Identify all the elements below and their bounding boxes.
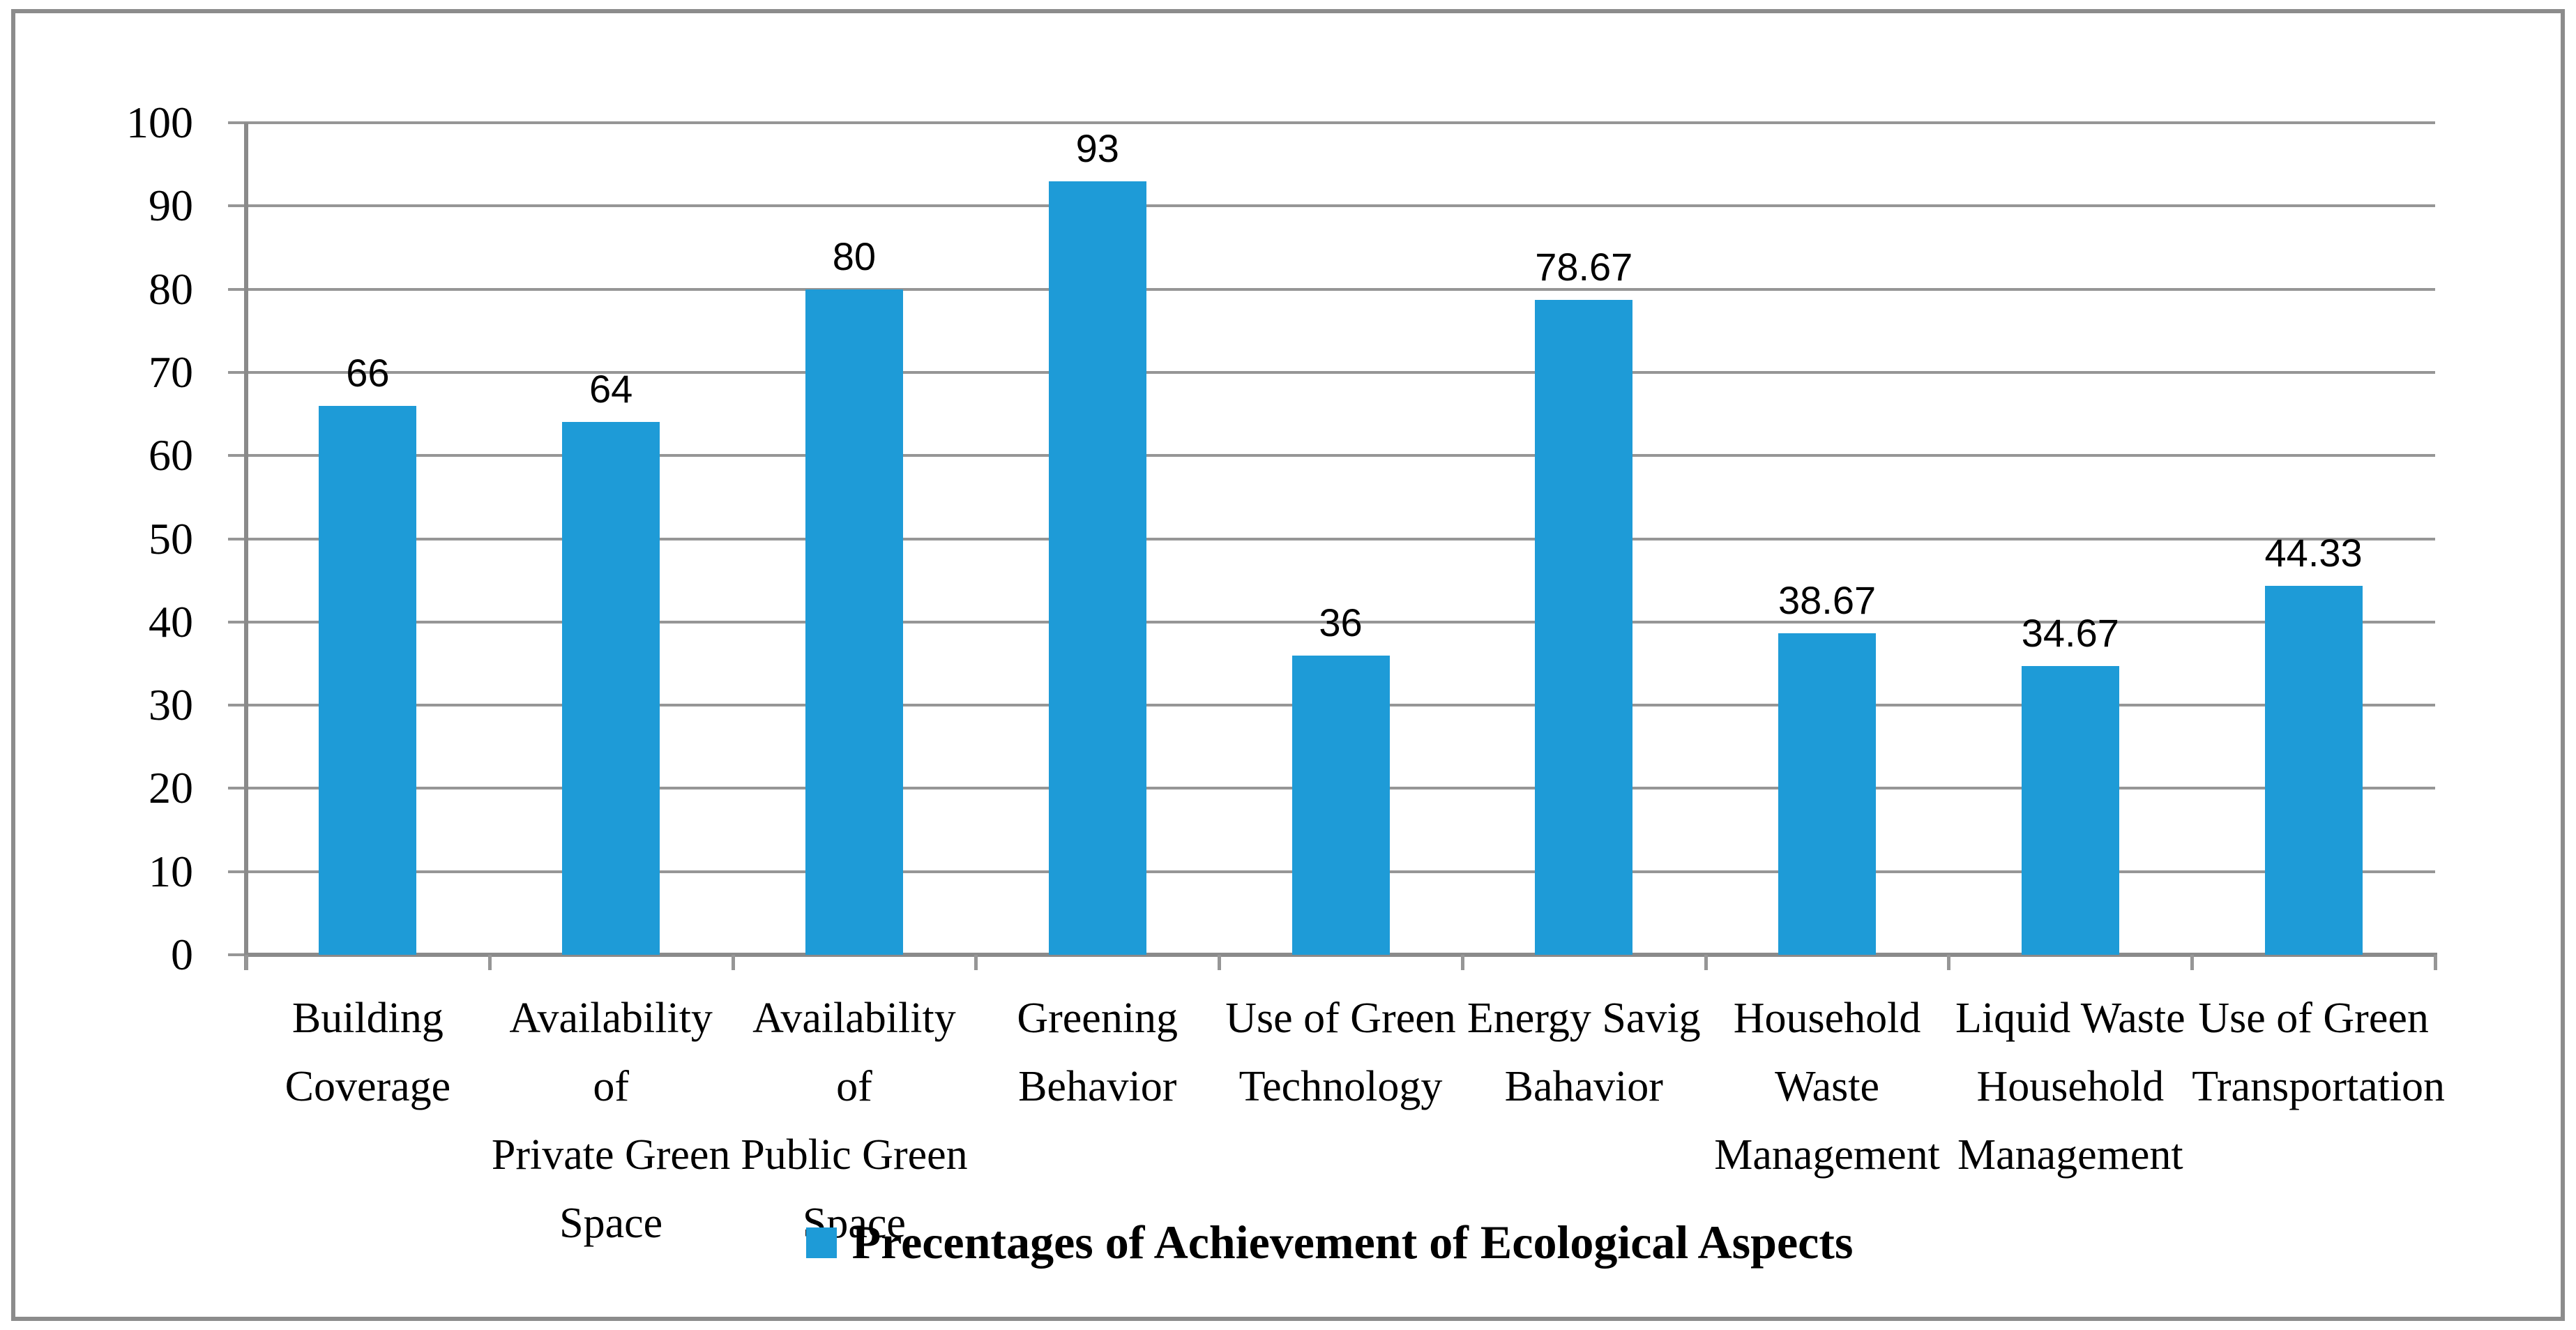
category-tick	[487, 955, 492, 970]
category-label: Building Coverage	[285, 995, 451, 1110]
bar-value-label: 36	[1319, 600, 1363, 644]
figure-border: 0 10 20 30 40 50 60 70 80 90 100 66 Building Coverag…	[11, 9, 2565, 1321]
y-axis-label: 80	[149, 264, 193, 314]
bar-value-label: 38.67	[1778, 577, 1877, 622]
y-axis-tick	[228, 287, 246, 291]
y-axis-tick	[228, 204, 246, 208]
bar-chart: 0 10 20 30 40 50 60 70 80 90 100 66 Building Coverag…	[15, 13, 2561, 1317]
legend: Precentages of Achievement of Ecological…	[235, 1215, 2424, 1270]
bar-value-label: 80	[832, 234, 877, 278]
category-label: Energy Savig Bahavior	[1467, 995, 1701, 1110]
legend-label: Precentages of Achievement of Ecological…	[851, 1216, 1854, 1269]
y-axis-tick	[228, 704, 246, 707]
bar	[2264, 586, 2363, 955]
gridline	[246, 121, 2435, 124]
legend-marker-square	[805, 1227, 837, 1258]
category-label: Greening Behavior	[1017, 995, 1179, 1110]
y-axis-tick	[228, 370, 246, 374]
y-axis-label: 90	[149, 181, 193, 231]
y-axis-label: 20	[149, 763, 193, 813]
category-tick	[1460, 955, 1464, 970]
y-axis-label: 60	[149, 430, 193, 481]
bar-value-label: 78.67	[1535, 245, 1633, 289]
category-label: Availability of Public Green Space	[741, 995, 968, 1247]
gridline	[246, 370, 2435, 374]
y-axis-tick	[228, 787, 246, 790]
category-label: Use of Green Technology	[1225, 995, 1456, 1110]
category-tick	[1704, 955, 1708, 970]
gridline	[246, 537, 2435, 541]
category-tick	[245, 955, 248, 970]
bar	[1048, 181, 1146, 955]
y-axis-tick	[228, 953, 246, 956]
category-tick	[974, 955, 978, 970]
bar	[562, 422, 660, 955]
y-axis-label: 10	[149, 846, 193, 896]
y-axis-label: 100	[126, 98, 193, 147]
bar-value-label: 44.33	[2264, 531, 2363, 575]
bar	[319, 405, 417, 955]
gridline	[246, 204, 2435, 208]
category-label: Liquid Waste Household Management	[1955, 995, 2185, 1179]
gridline	[246, 620, 2435, 624]
x-axis-line	[244, 953, 2437, 957]
category-tick	[2434, 955, 2437, 970]
y-axis-tick	[228, 454, 246, 458]
bar	[1535, 300, 1633, 955]
bar	[1291, 655, 1390, 955]
y-axis-label: 70	[149, 347, 193, 397]
y-axis-label: 40	[149, 596, 193, 647]
bar-value-label: 34.67	[2021, 611, 2119, 656]
bar	[805, 289, 903, 955]
y-axis-tick	[228, 121, 246, 124]
y-axis-label: 0	[171, 930, 193, 979]
y-axis-label: 30	[149, 680, 193, 730]
bar-value-label: 93	[1075, 126, 1119, 170]
category-tick	[731, 955, 735, 970]
category-label: Use of Green Transportation	[2192, 995, 2446, 1110]
bar	[1778, 633, 1877, 955]
y-axis-label: 50	[149, 513, 193, 564]
category-tick	[2190, 955, 2195, 970]
y-axis-line	[244, 123, 248, 970]
category-label: Household Waste Management	[1714, 995, 1940, 1179]
gridline	[246, 287, 2435, 291]
category-tick	[1947, 955, 1951, 970]
y-axis-tick	[228, 870, 246, 873]
y-axis-tick	[228, 537, 246, 541]
bar-value-label: 66	[346, 350, 390, 395]
bar	[2021, 666, 2119, 955]
y-axis-tick	[228, 620, 246, 624]
category-label: Availability of Private Green Space	[491, 995, 731, 1247]
gridline	[246, 454, 2435, 458]
bar-value-label: 64	[589, 367, 633, 411]
category-tick	[1218, 955, 1222, 970]
